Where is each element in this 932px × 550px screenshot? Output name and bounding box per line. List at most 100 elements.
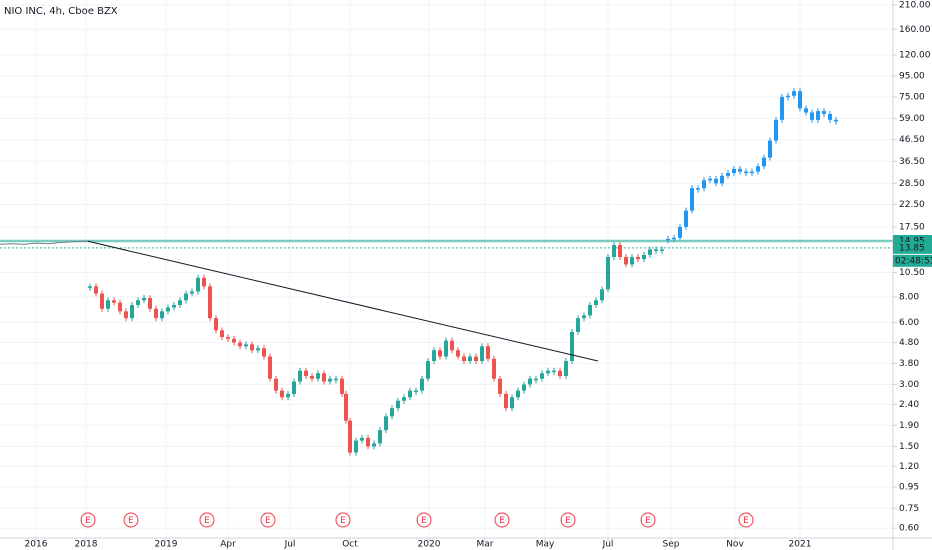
candle xyxy=(202,277,206,287)
candle xyxy=(88,286,92,288)
candle xyxy=(756,166,760,172)
earnings-marker xyxy=(416,512,432,528)
y-tick-label: 95.00 xyxy=(899,71,925,81)
candle xyxy=(588,305,592,316)
earnings-marker xyxy=(560,512,576,528)
candle xyxy=(366,437,370,447)
candle xyxy=(732,168,736,174)
candle xyxy=(420,378,424,391)
candle xyxy=(720,175,724,184)
candle xyxy=(106,300,110,309)
candle xyxy=(408,390,412,398)
candle xyxy=(220,330,224,338)
price-label: 14.95 xyxy=(899,236,925,246)
earnings-label: E xyxy=(265,516,271,526)
baseline-line xyxy=(0,240,88,245)
candle xyxy=(462,356,466,362)
x-tick-label: 2019 xyxy=(155,540,178,550)
candle xyxy=(612,244,616,257)
candle xyxy=(792,91,796,96)
candle xyxy=(304,370,308,376)
candle xyxy=(384,416,388,431)
candle xyxy=(654,249,658,251)
countdown: 02:48:53 xyxy=(895,256,932,266)
candle xyxy=(94,286,98,294)
y-tick-label: 3.00 xyxy=(899,380,919,390)
x-tick-label: Jul xyxy=(284,540,296,550)
earnings-label: E xyxy=(85,516,91,526)
candle xyxy=(402,397,406,401)
candle xyxy=(112,300,116,303)
candle xyxy=(310,375,314,379)
candle xyxy=(190,291,194,294)
y-tick-label: 28.50 xyxy=(899,179,925,189)
candle xyxy=(672,237,676,240)
candle xyxy=(250,344,254,351)
candle xyxy=(160,311,164,319)
candle xyxy=(810,112,814,120)
candle xyxy=(468,356,472,362)
candle xyxy=(100,293,104,309)
candle xyxy=(280,390,284,398)
candle xyxy=(256,348,260,351)
y-tick-label: 210.00 xyxy=(899,0,931,10)
earnings-label: E xyxy=(340,516,346,526)
candle xyxy=(780,96,784,120)
candle xyxy=(546,370,550,374)
x-tick-label: 2016 xyxy=(25,540,48,550)
candle xyxy=(334,378,338,381)
earnings-label: E xyxy=(128,516,134,526)
earnings-marker xyxy=(123,512,139,528)
candle xyxy=(172,305,176,308)
candle xyxy=(232,338,236,343)
x-tick-label: Jul xyxy=(602,540,614,550)
earnings-marker xyxy=(494,512,510,528)
chart-title: NIO INC, 4h, Cboe BZX xyxy=(4,6,118,17)
candle xyxy=(348,420,352,453)
y-tick-label: 160.00 xyxy=(899,25,931,35)
candle xyxy=(450,340,454,351)
candle xyxy=(244,344,248,347)
candle xyxy=(708,178,712,181)
candle xyxy=(238,342,242,347)
candle xyxy=(372,443,376,447)
candle xyxy=(298,370,302,382)
candle xyxy=(786,95,790,98)
candle xyxy=(768,140,772,158)
candle xyxy=(690,188,694,211)
y-tick-label: 6.00 xyxy=(899,318,919,328)
x-tick-label: 2020 xyxy=(418,540,441,550)
y-tick-label: 1.90 xyxy=(899,421,919,431)
candle xyxy=(360,437,364,441)
candle xyxy=(816,111,820,120)
y-tick-label: 8.00 xyxy=(899,292,919,302)
earnings-marker xyxy=(738,512,754,528)
y-tick-label: 59.00 xyxy=(899,114,925,124)
candle xyxy=(744,171,748,174)
candle xyxy=(214,318,218,331)
candle xyxy=(630,256,634,265)
candle xyxy=(606,256,610,290)
candle xyxy=(480,346,484,362)
candle xyxy=(274,378,278,391)
candle xyxy=(486,346,490,359)
candle xyxy=(208,286,212,319)
candle xyxy=(540,373,544,379)
candle xyxy=(340,378,344,394)
x-tick-label: Oct xyxy=(342,540,358,550)
candle xyxy=(184,293,188,301)
y-tick-label: 1.20 xyxy=(899,462,919,472)
candle xyxy=(522,384,526,391)
candle xyxy=(660,249,664,251)
candle xyxy=(118,302,122,312)
candle xyxy=(684,210,688,227)
y-tick-label: 0.60 xyxy=(899,524,919,534)
candle xyxy=(414,390,418,393)
candle xyxy=(696,188,700,190)
candle xyxy=(226,337,230,339)
candle xyxy=(582,315,586,319)
candle xyxy=(354,440,358,453)
y-tick-label: 120.00 xyxy=(899,50,931,60)
candle xyxy=(624,256,628,265)
